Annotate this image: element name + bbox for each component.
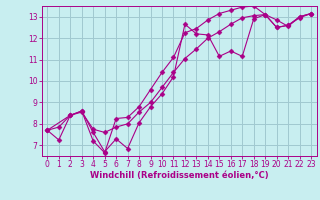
X-axis label: Windchill (Refroidissement éolien,°C): Windchill (Refroidissement éolien,°C) (90, 171, 268, 180)
